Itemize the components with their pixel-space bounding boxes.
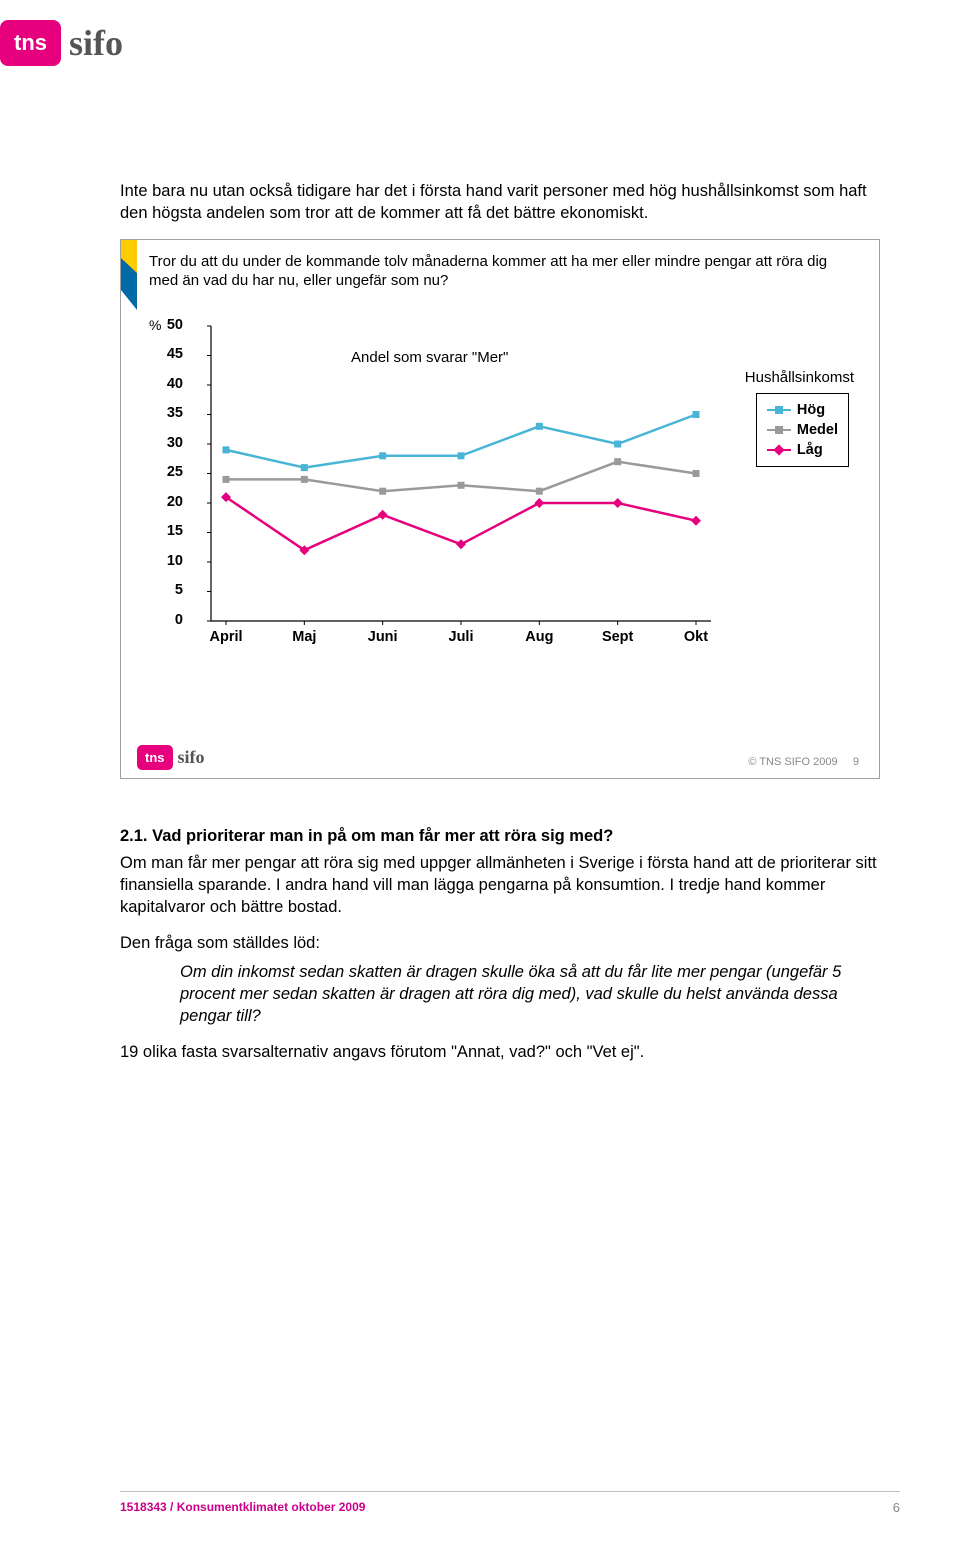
chart-question: Tror du att du under de kommande tolv må… (149, 252, 859, 291)
chart-copyright: © TNS SIFO 2009 (748, 756, 837, 768)
y-tick-label: 5 (153, 582, 183, 598)
sifo-wordmark: sifo (69, 22, 123, 64)
y-tick-label: 40 (153, 376, 183, 392)
chart-legend: HögMedelLåg (756, 393, 849, 468)
chart-svg (191, 321, 711, 651)
y-tick-label: 35 (153, 405, 183, 421)
intro-paragraph: Inte bara nu utan också tidigare har det… (120, 180, 880, 225)
y-tick-label: 50 (153, 317, 183, 333)
section-body-1: Om man får mer pengar att röra sig med u… (120, 852, 880, 919)
y-tick-label: 0 (153, 612, 183, 628)
y-tick-label: 45 (153, 346, 183, 362)
legend-item: Medel (767, 420, 838, 440)
legend-item: Hög (767, 400, 838, 420)
footer-page-number: 6 (893, 1500, 900, 1515)
tns-badge-small: tns (137, 745, 173, 770)
tns-badge: tns (0, 20, 61, 66)
section-body-2-indent: Om din inkomst sedan skatten är dragen s… (180, 961, 880, 1028)
y-tick-label: 15 (153, 523, 183, 539)
section-body-3: 19 olika fasta svarsalternativ angavs fö… (120, 1041, 880, 1063)
line-chart-panel: Tror du att du under de kommande tolv må… (120, 239, 880, 779)
chart-footer: © TNS SIFO 2009 9 (748, 756, 859, 768)
chart-footer-logo: tns sifo (137, 745, 205, 770)
footer-left: 1518343 / Konsumentklimatet oktober 2009 (120, 1500, 365, 1515)
chart-plot-area: % Andel som svarar "Mer" Hushållsinkomst… (181, 321, 849, 701)
y-tick-label: 10 (153, 553, 183, 569)
y-tick-label: 30 (153, 435, 183, 451)
section-heading: 2.1. Vad prioriterar man in på om man få… (120, 827, 880, 846)
y-tick-label: 20 (153, 494, 183, 510)
flag-stripe-icon (121, 240, 137, 780)
page-footer: 1518343 / Konsumentklimatet oktober 2009… (120, 1491, 900, 1515)
legend-title: Hushållsinkomst (745, 369, 854, 386)
y-tick-label: 25 (153, 464, 183, 480)
brand-logo: tns sifo (0, 20, 123, 66)
sifo-wordmark-small: sifo (178, 747, 205, 768)
chart-slide-number: 9 (853, 756, 859, 768)
section-body-2-lead: Den fråga som ställdes löd: (120, 932, 880, 954)
legend-item: Låg (767, 440, 838, 460)
